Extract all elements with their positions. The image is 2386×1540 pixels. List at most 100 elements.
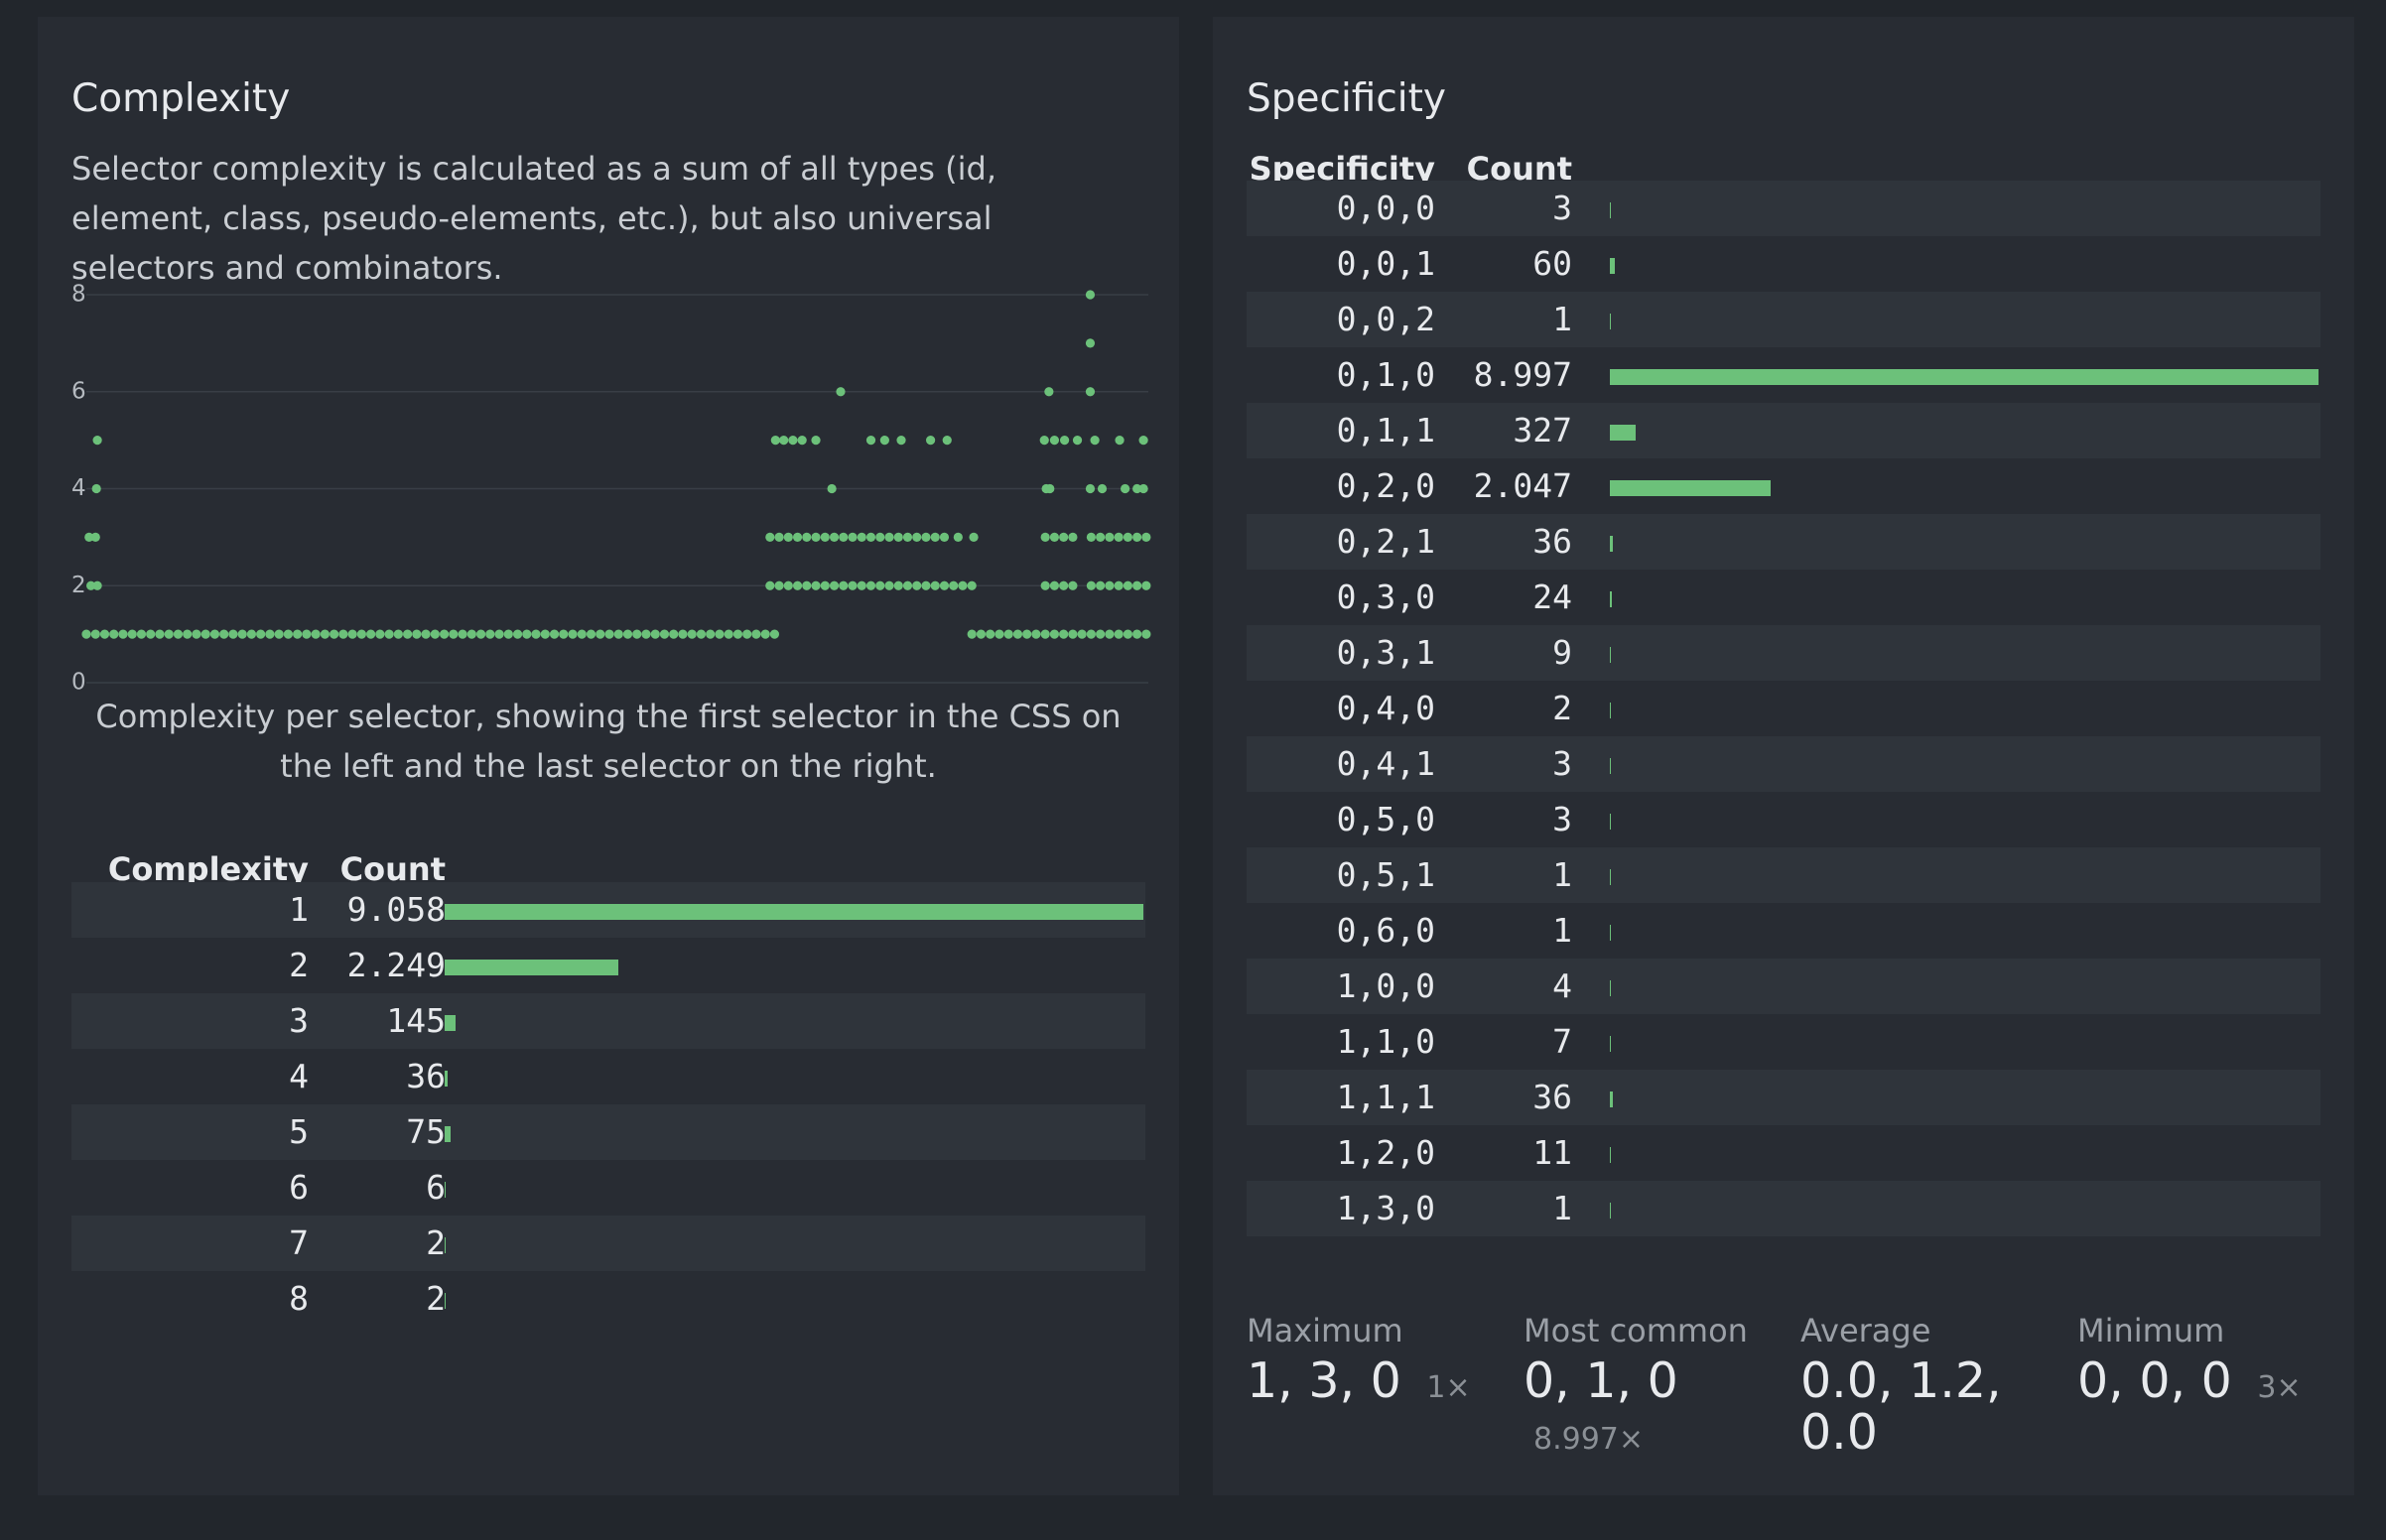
stat: Minimum 0, 0, 0 3× [2077, 1312, 2337, 1414]
point [742, 629, 752, 639]
point [829, 532, 840, 542]
point [90, 629, 100, 639]
table-row: 0,1,1 327 [1247, 403, 2320, 458]
point [865, 436, 876, 446]
table-row: 1,2,0 11 [1247, 1125, 2320, 1181]
point [1085, 483, 1096, 494]
point [1141, 580, 1151, 590]
point [827, 483, 837, 494]
table-row: 1,1,0 7 [1247, 1014, 2320, 1070]
complexity-table: Complexity Count 1 9.058 2 2.249 3 145 4 36 5 75 6 6 7… [71, 17, 1145, 1495]
point [926, 436, 936, 446]
point [820, 580, 830, 590]
row-label: 0,2,0 [1336, 466, 1435, 505]
table-row: 0,4,0 2 [1247, 681, 2320, 736]
count: 75 [406, 1112, 446, 1151]
y-tick-label: 0 [71, 670, 86, 696]
point [783, 532, 793, 542]
point [330, 629, 339, 639]
point [458, 629, 467, 639]
row-label: 0,3,1 [1336, 633, 1435, 672]
count-bar [1610, 480, 1772, 496]
count: 60 [1532, 244, 1572, 283]
count-bar [445, 1015, 457, 1031]
count-bar [445, 904, 1143, 920]
count: 11 [1532, 1133, 1572, 1172]
point [1085, 290, 1096, 300]
table-row: 0,3,0 24 [1247, 570, 2320, 625]
point [256, 629, 266, 639]
row-label: 0,4,0 [1336, 689, 1435, 727]
row-label: 0,6,0 [1336, 911, 1435, 950]
point [1123, 629, 1132, 639]
point [879, 436, 889, 446]
point [632, 629, 642, 639]
point [1040, 629, 1050, 639]
table-row: 2 2.249 [71, 938, 1145, 993]
point [783, 580, 793, 590]
row-label: 0,3,0 [1336, 578, 1435, 616]
point [724, 629, 733, 639]
table-row: 0,0,2 1 [1247, 292, 2320, 347]
point [1138, 483, 1148, 494]
count-bar [1610, 536, 1613, 552]
count-bar [1610, 369, 2319, 385]
point [1086, 532, 1096, 542]
table-row: 0,5,0 3 [1247, 792, 2320, 847]
point [1059, 436, 1070, 446]
point [531, 629, 541, 639]
row-label: 5 [289, 1112, 309, 1151]
count: 24 [1532, 578, 1572, 616]
point [912, 580, 922, 590]
point [848, 580, 858, 590]
point [912, 532, 922, 542]
point [311, 629, 321, 639]
table-row: 4 36 [71, 1049, 1145, 1104]
point [893, 532, 903, 542]
point [687, 629, 697, 639]
table-row: 1 9.058 [71, 882, 1145, 938]
stat-number: 1, 3, 0 [1247, 1352, 1401, 1409]
point [402, 629, 413, 639]
stat-value: 0, 0, 0 3× [2077, 1355, 2337, 1414]
point [939, 580, 950, 590]
point [596, 629, 605, 639]
count: 2.249 [346, 946, 446, 984]
row-label: 1,2,0 [1336, 1133, 1435, 1172]
point [1077, 629, 1087, 639]
point [949, 580, 959, 590]
point [237, 629, 247, 639]
point [921, 532, 931, 542]
point [969, 532, 979, 542]
point [1049, 629, 1060, 639]
point [802, 532, 812, 542]
point [1138, 436, 1148, 446]
row-label: 8 [289, 1279, 309, 1318]
point [797, 436, 807, 446]
table-row: 5 75 [71, 1104, 1145, 1160]
point [884, 580, 894, 590]
point [92, 436, 102, 446]
point [967, 629, 977, 639]
count: 3 [1552, 744, 1572, 783]
point [829, 580, 840, 590]
point [792, 532, 803, 542]
point [669, 629, 679, 639]
stat-number: 0, 0, 0 [2077, 1352, 2232, 1409]
point [706, 629, 716, 639]
point [1121, 483, 1130, 494]
point [930, 532, 940, 542]
point [1040, 580, 1050, 590]
point [622, 629, 633, 639]
point [1040, 532, 1050, 542]
point [338, 629, 348, 639]
point [366, 629, 376, 639]
point [1132, 483, 1142, 494]
count: 2 [426, 1279, 446, 1318]
row-label: 0,2,1 [1336, 522, 1435, 561]
point [902, 532, 913, 542]
column-header: Complexity [107, 850, 309, 888]
row-label: 0,5,0 [1336, 800, 1435, 838]
point [1086, 629, 1096, 639]
